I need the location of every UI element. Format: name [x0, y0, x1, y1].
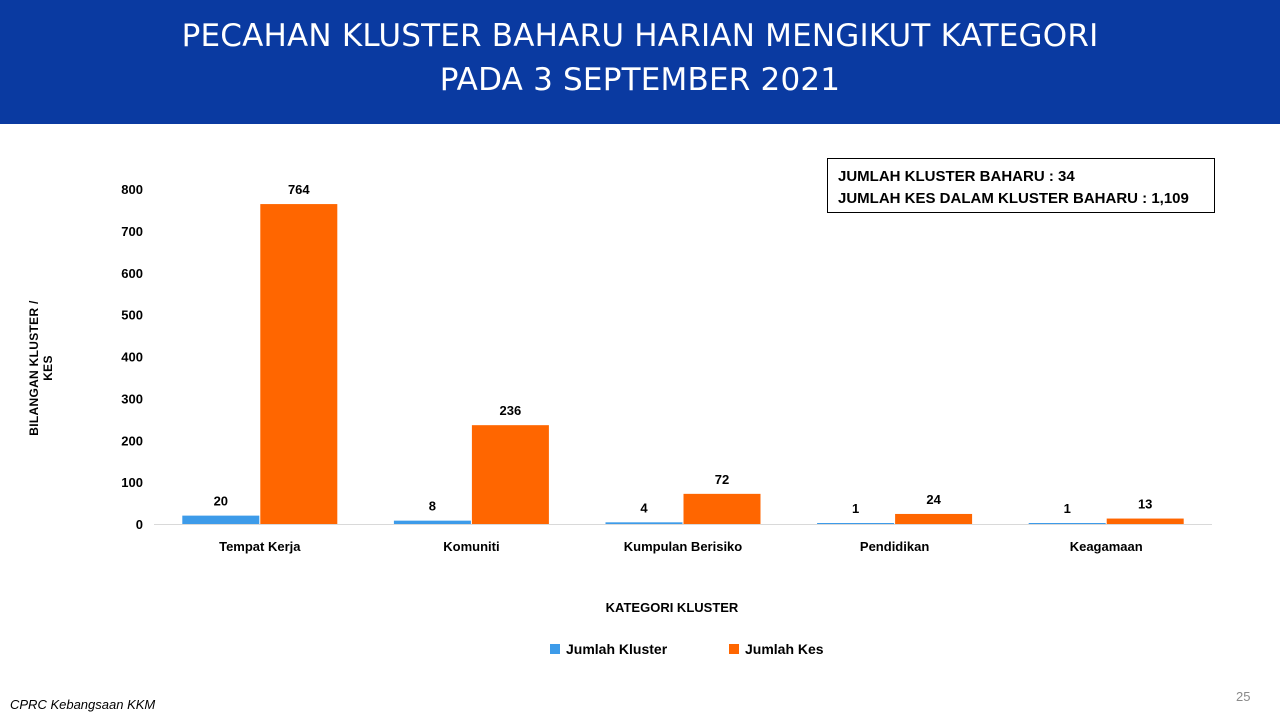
legend-label-kes: Jumlah Kes — [745, 641, 824, 657]
data-label: 1 — [1064, 501, 1071, 516]
bar-kes — [1106, 518, 1184, 524]
y-axis-label: BILANGAN KLUSTER / KES — [27, 300, 55, 436]
data-label: 13 — [1138, 497, 1152, 512]
x-axis-label: KATEGORI KLUSTER — [605, 600, 739, 615]
data-label: 236 — [500, 403, 522, 418]
category-label: Tempat Kerja — [219, 539, 301, 554]
bar-kes — [260, 204, 338, 524]
summary-box: JUMLAH KLUSTER BAHARU : 34 JUMLAH KES DA… — [827, 158, 1215, 213]
title-line-1: PECAHAN KLUSTER BAHARU HARIAN MENGIKUT K… — [181, 18, 1099, 54]
category-label: Pendidikan — [860, 539, 929, 554]
y-tick-label: 600 — [121, 266, 143, 281]
y-tick-label: 400 — [121, 350, 143, 365]
slide-header: PECAHAN KLUSTER BAHARU HARIAN MENGIKUT K… — [0, 0, 1280, 124]
data-label: 72 — [715, 472, 729, 487]
legend-item-kluster: Jumlah Kluster — [550, 641, 667, 657]
y-tick-label: 0 — [136, 517, 143, 532]
bar-kluster — [1028, 523, 1106, 524]
category-label: Keagamaan — [1070, 539, 1143, 554]
bar-kluster — [393, 520, 471, 524]
bar-kes — [683, 493, 761, 524]
page-number: 25 — [1236, 689, 1251, 704]
y-tick-label: 800 — [121, 182, 143, 197]
legend-item-kes: Jumlah Kes — [729, 641, 824, 657]
data-label: 24 — [926, 492, 941, 507]
legend-swatch-kes — [729, 644, 739, 654]
legend-label-kluster: Jumlah Kluster — [566, 641, 668, 657]
y-tick-label: 200 — [121, 433, 143, 448]
data-label: 20 — [214, 494, 228, 509]
data-label: 764 — [288, 182, 310, 197]
y-tick-label: 300 — [121, 391, 143, 406]
data-label: 1 — [852, 501, 859, 516]
bar-kes — [895, 513, 973, 524]
y-tick-label: 500 — [121, 308, 143, 323]
legend-swatch-kluster — [550, 644, 560, 654]
title-line-2: PADA 3 SEPTEMBER 2021 — [439, 62, 841, 98]
category-label: Komuniti — [443, 539, 499, 554]
data-label: 4 — [640, 500, 648, 515]
bar-kluster — [182, 515, 260, 524]
summary-total-cases: JUMLAH KES DALAM KLUSTER BAHARU : 1,109 — [838, 190, 1189, 207]
category-label: Kumpulan Berisiko — [624, 539, 743, 554]
y-tick-label: 700 — [121, 224, 143, 239]
bar-kluster — [817, 523, 895, 524]
summary-total-clusters: JUMLAH KLUSTER BAHARU : 34 — [838, 168, 1075, 185]
bar-kluster — [605, 522, 683, 524]
bar-kes — [471, 425, 549, 524]
y-tick-label: 100 — [121, 475, 143, 490]
source-footer: CPRC Kebangsaan KKM — [10, 697, 156, 712]
data-label: 8 — [429, 499, 436, 514]
